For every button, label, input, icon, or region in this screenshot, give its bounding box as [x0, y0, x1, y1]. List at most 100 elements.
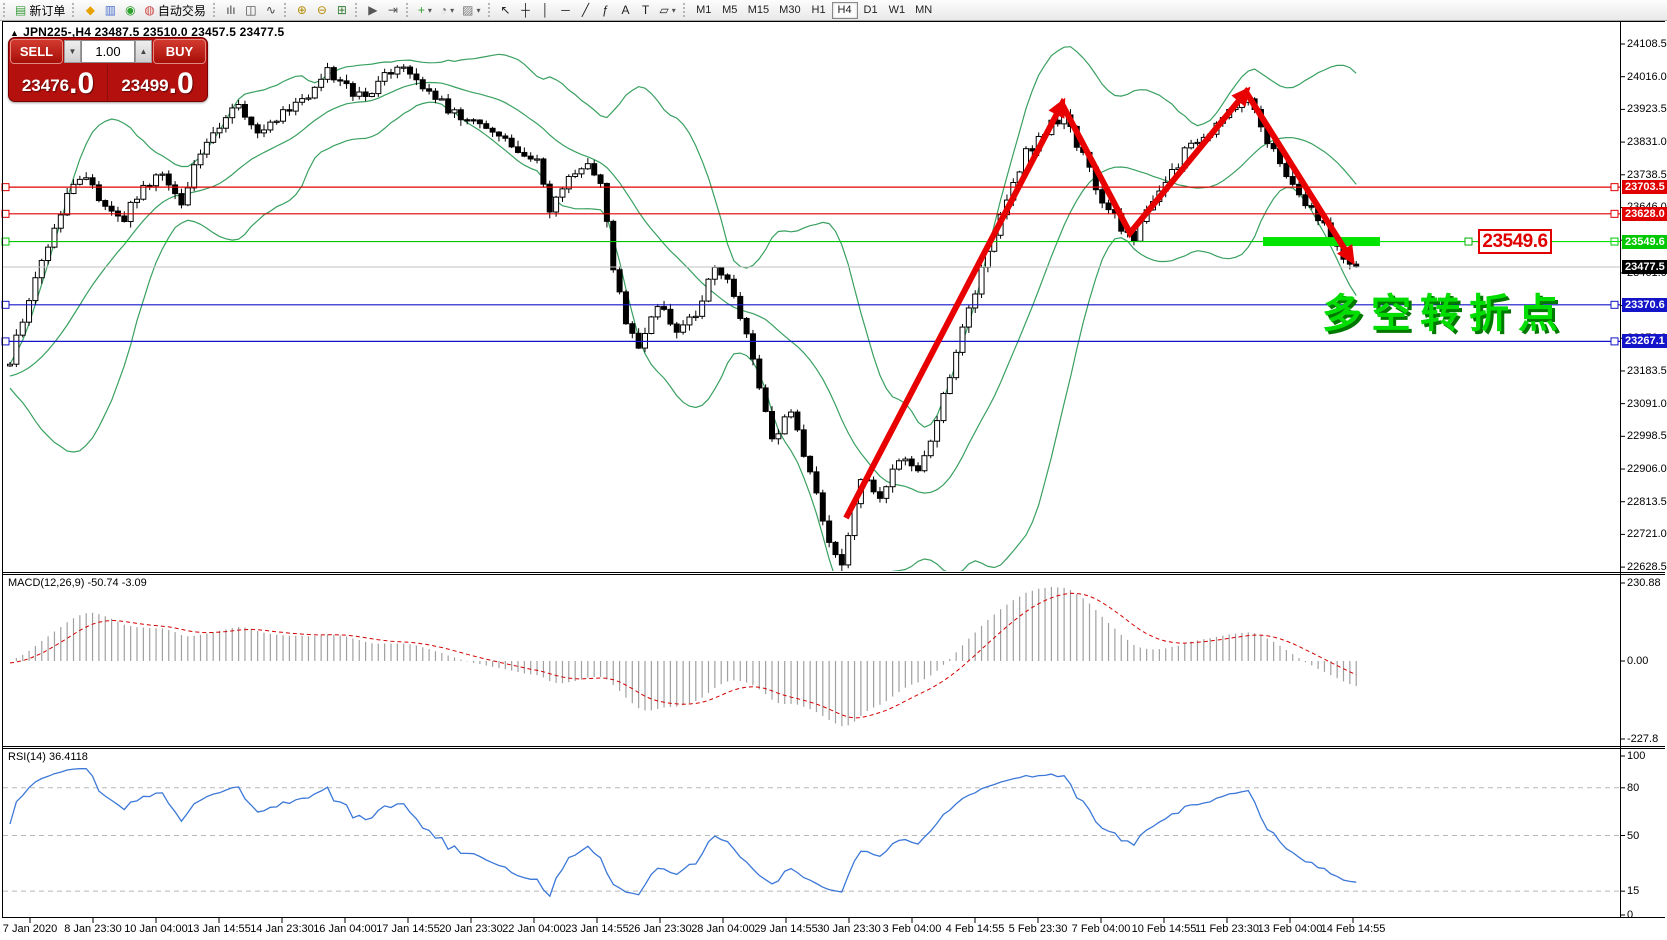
fibonacci-icon: ƒ	[602, 3, 609, 17]
timeframe-button-h4[interactable]: H4	[831, 1, 858, 19]
fibonacci-button[interactable]: ƒ	[596, 1, 616, 19]
toolbar-grip	[3, 3, 8, 17]
bar-chart-button[interactable]: ılı	[221, 1, 241, 19]
rsi-panel	[3, 767, 1620, 898]
shapes-icon: ▱	[659, 3, 669, 17]
text-icon: A	[621, 3, 630, 17]
vertical-line-icon: │	[541, 3, 550, 17]
zoom-in-button[interactable]: ⊕	[292, 1, 312, 19]
toolbar-grip	[212, 3, 218, 17]
cursor-icon: ↖	[500, 3, 511, 17]
indicators-icon: +	[417, 3, 425, 17]
cursor-button[interactable]: ↖	[496, 1, 516, 19]
time-tick-label: 28 Jan 04:00	[691, 923, 755, 935]
macd-axis-label: -227.8	[1627, 733, 1659, 745]
price-badge: 23267.1	[1622, 334, 1667, 349]
volume-decrease-button[interactable]: ▼	[64, 40, 81, 63]
time-tick-label: 14 Feb 14:55	[1320, 923, 1386, 935]
volume-input[interactable]: 1.00	[81, 40, 135, 63]
indicators-button[interactable]: + ▾	[414, 1, 436, 19]
zigzag-arrowhead	[1336, 244, 1355, 265]
label-button[interactable]: T	[636, 1, 656, 19]
support-highlight-bar[interactable]	[1263, 237, 1380, 247]
chevron-down-icon[interactable]: ▾	[427, 5, 432, 15]
price-badge: 23549.6	[1622, 234, 1667, 249]
trend-zigzag-line[interactable]	[843, 86, 1354, 520]
buy-button[interactable]: BUY	[153, 39, 206, 64]
candlestick-icon: ◫	[245, 3, 257, 17]
macd-axis-label: 230.88	[1627, 577, 1661, 589]
bollinger-upper-band	[9, 46, 1357, 428]
hline-left-handle	[1, 300, 10, 309]
zoom-out-button[interactable]: ⊖	[312, 1, 332, 19]
timeframe-button-w1[interactable]: W1	[888, 4, 906, 16]
time-tick-label: 30 Jan 23:30	[817, 923, 881, 935]
chevron-down-icon[interactable]: ▾	[450, 5, 455, 15]
hline-left-handle	[1, 337, 10, 346]
buy-price[interactable]: 23499.0	[108, 65, 207, 101]
buy-price-pip: .0	[168, 67, 194, 100]
hline-left-handle	[1, 237, 10, 246]
timeframe-button-m30[interactable]: M30	[779, 4, 801, 16]
timeframe-button-m1[interactable]: M1	[696, 4, 712, 16]
time-tick-label: 23 Jan 14:55	[565, 923, 629, 935]
auto-scroll-button[interactable]: ▶	[363, 1, 383, 19]
rsi-axis-label: 100	[1627, 750, 1646, 762]
timeframe-button-m5[interactable]: M5	[722, 4, 738, 16]
sell-button[interactable]: SELL	[10, 39, 63, 64]
sell-price-pip: .0	[69, 67, 95, 100]
sell-price-main: 23476	[21, 76, 70, 95]
autotrading-button[interactable]: ◍ 自动交易	[140, 1, 210, 19]
hline-right-handle	[1610, 183, 1619, 192]
sell-price[interactable]: 23476.0	[9, 65, 108, 101]
hline-left-handle	[1, 183, 10, 192]
timeframe-button-mn[interactable]: MN	[915, 4, 933, 16]
new-order-button[interactable]: ▤ 新订单	[11, 1, 69, 19]
trendline-button[interactable]: ╱	[576, 1, 596, 19]
text-button[interactable]: A	[616, 1, 636, 19]
vertical-line-button[interactable]: │	[536, 1, 556, 19]
rsi-axis-label: 15	[1627, 885, 1640, 898]
time-tick-label: 11 Feb 23:30	[1194, 923, 1260, 935]
chevron-down-icon[interactable]: ▾	[671, 5, 676, 15]
templates-button[interactable]: ▨ ▾	[458, 1, 484, 19]
price-badge: 23703.5	[1622, 180, 1667, 195]
horizontal-line-button[interactable]: ─	[556, 1, 576, 19]
chevron-down-icon[interactable]: ▾	[476, 5, 481, 15]
price-tick-label: 22998.5	[1627, 430, 1667, 443]
time-tick-label: 5 Feb 23:30	[1008, 923, 1068, 935]
price-tick-label: 22813.5	[1627, 495, 1667, 508]
turning-point-annotation[interactable]: 多空转折点	[1322, 292, 1567, 336]
price-tick-label: 23923.5	[1627, 103, 1667, 116]
new-order-icon: ▤	[15, 3, 27, 17]
timeframe-button-h1[interactable]: H1	[811, 4, 826, 16]
buy-price-main: 23499	[121, 76, 169, 95]
price-tick-label: 23738.5	[1627, 168, 1667, 181]
time-tick-label: 17 Jan 14:55	[376, 923, 440, 935]
timeframe-button-d1[interactable]: D1	[863, 4, 878, 16]
auto-scroll-icon: ▶	[368, 3, 378, 17]
price-badge: 23628.0	[1622, 206, 1667, 221]
time-tick-label: 22 Jan 04:00	[502, 923, 566, 935]
line-chart-button[interactable]: ∿	[261, 1, 281, 19]
timeframe-button-m15[interactable]: M15	[747, 4, 770, 16]
tile-windows-button[interactable]: ⊞	[332, 1, 352, 19]
shapes-button[interactable]: ▱ ▾	[656, 1, 680, 19]
zigzag-arrowhead	[1048, 97, 1066, 119]
crosshair-button[interactable]: ┼	[516, 1, 536, 19]
signals-icon[interactable]: ◉	[120, 1, 140, 19]
chart-window-icon-icon: ▥	[104, 3, 117, 17]
toolbar-grip	[283, 3, 289, 17]
chart-window-icon[interactable]: ▥	[100, 1, 120, 19]
chart-shift-button[interactable]: ⇥	[383, 1, 403, 19]
market-watch-icon[interactable]: ◆	[80, 1, 100, 19]
periods-button[interactable]: ◔ ▾	[436, 1, 458, 19]
candlestick-button[interactable]: ◫	[241, 1, 261, 19]
toolbar-grip	[72, 3, 77, 17]
price-callout-box[interactable]: 23549.6	[1478, 229, 1552, 254]
toolbar-grip	[354, 3, 360, 17]
trendline-icon: ╱	[581, 3, 590, 17]
rsi-label: RSI(14) 36.4118	[8, 751, 88, 763]
volume-increase-button[interactable]: ▲	[135, 40, 152, 63]
